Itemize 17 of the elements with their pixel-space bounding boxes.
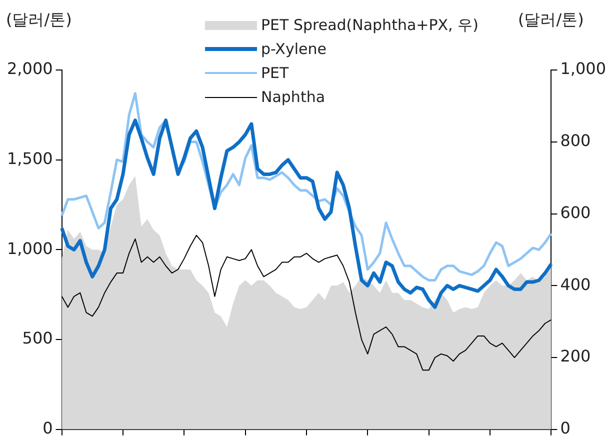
y2-tick-label: 1,000 xyxy=(560,59,606,78)
y-tick-label: 2,000 xyxy=(6,59,53,78)
legend-label: p-Xylene xyxy=(261,39,326,60)
y2-tick-label: 400 xyxy=(560,274,591,294)
legend-label: Naphtha xyxy=(261,87,326,108)
y-tick-label: 1,500 xyxy=(6,149,53,168)
y2-axis-title: (달러/톤) xyxy=(518,10,584,31)
y-axis-title: (달러/톤) xyxy=(6,10,72,31)
y-tick-label: 0 xyxy=(42,418,53,438)
legend-label: PET Spread(Naphtha+PX, 우) xyxy=(261,15,478,36)
y-tick-label: 1,000 xyxy=(6,238,53,258)
legend-label: PET xyxy=(261,63,289,84)
y2-tick-label: 800 xyxy=(560,131,591,150)
y2-tick-label: 200 xyxy=(560,346,591,366)
y-tick-label: 500 xyxy=(22,328,53,348)
y2-tick-label: 0 xyxy=(560,418,570,438)
y2-tick-label: 600 xyxy=(560,202,591,222)
